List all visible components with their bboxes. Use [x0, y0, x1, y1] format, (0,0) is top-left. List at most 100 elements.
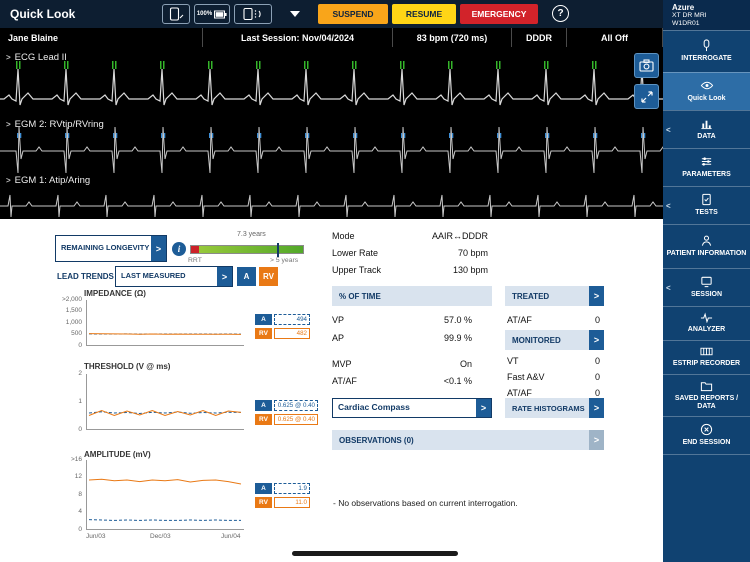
a-chip-label: A	[255, 400, 272, 411]
sidebar-item-parameters[interactable]: PARAMETERS	[663, 148, 750, 186]
sidebar-item-tests[interactable]: < TESTS	[663, 186, 750, 224]
last-measured-label: LAST MEASURED	[121, 271, 186, 281]
sidebar-item-patient-information[interactable]: PATIENT INFORMATION	[663, 224, 750, 268]
y-tick: >2,000	[61, 296, 82, 303]
chevron-right-icon: >	[151, 236, 166, 261]
session-icon	[701, 277, 712, 288]
param-label: Upper Track	[332, 265, 382, 275]
a-chip-label: A	[255, 314, 272, 325]
suspend-button[interactable]: SUSPEND	[318, 4, 388, 24]
sidebar-item-estrip-recorder[interactable]: ESTRIP RECORDER	[663, 340, 750, 374]
sidebar-item-quick-look[interactable]: Quick Look	[663, 72, 750, 110]
amplitude-rv-value: 11.0	[274, 497, 310, 508]
x-tick: Dec/03	[150, 533, 171, 540]
y-tick: 8	[78, 491, 82, 498]
ecg-lead-3-label: > EGM 1: Atip/Aring	[6, 175, 90, 186]
sidebar-item-saved-reports-data[interactable]: SAVED REPORTS / DATA	[663, 374, 750, 416]
param-value: 0	[594, 388, 600, 398]
ecg-panel: > ECG Lead II > EGM 2: RVtip/RVring > EG…	[0, 47, 663, 219]
info-icon[interactable]: i	[172, 242, 186, 256]
param-label: Lower Rate	[332, 248, 379, 258]
cardiac-compass-button[interactable]: Cardiac Compass >	[332, 398, 492, 418]
help-button[interactable]: ?	[552, 5, 569, 22]
emergency-button[interactable]: EMERGENCY	[460, 4, 538, 24]
param-label: AT/AF	[507, 315, 532, 325]
mvp-row: MVP On	[332, 359, 472, 369]
param-label: MVP	[332, 359, 352, 369]
sidebar-item-session[interactable]: < SESSION	[663, 268, 750, 306]
lower-rate-row: Lower Rate 70 bpm	[332, 248, 488, 258]
lead-name: ECG Lead II	[14, 52, 67, 63]
a-chip-label: A	[255, 483, 272, 494]
y-tick: 1	[78, 398, 82, 405]
ataf-time-row: AT/AF <0.1 %	[332, 376, 472, 386]
param-value: AAIR↔DDDR	[431, 231, 488, 241]
chevron-left-icon: <	[666, 283, 671, 292]
detection-status: All Off	[567, 28, 663, 47]
treated-header[interactable]: TREATED >	[505, 286, 604, 306]
lead-trends-title: LEAD TRENDS	[57, 272, 114, 281]
amplitude-chart	[86, 460, 244, 530]
impedance-title: IMPEDANCE (Ω)	[84, 289, 146, 298]
close-circle-icon	[700, 424, 713, 436]
y-tick: 2	[78, 370, 82, 377]
y-tick: 500	[71, 330, 82, 337]
expand-button[interactable]	[634, 84, 659, 109]
chevron-right-icon: >	[6, 120, 11, 129]
rv-channel-toggle[interactable]: RV	[259, 267, 278, 286]
sidebar-item-interrogate[interactable]: INTERROGATE	[663, 30, 750, 72]
chevron-down-icon[interactable]	[290, 11, 300, 17]
monitored-ataf-row: AT/AF 0	[507, 388, 600, 398]
sidebar-item-data[interactable]: < DATA	[663, 110, 750, 148]
monitored-header[interactable]: MONITORED >	[505, 330, 604, 350]
param-value: 99.9 %	[443, 333, 472, 343]
remaining-longevity-button[interactable]: REMAINING LONGEVITY >	[55, 235, 167, 262]
chevron-right-icon: >	[217, 267, 232, 286]
patient-icon	[701, 235, 712, 247]
param-label: VP	[332, 315, 345, 325]
param-value: 70 bpm	[457, 248, 488, 258]
param-value: 0	[594, 372, 600, 382]
param-value: 57.0 %	[443, 315, 472, 325]
chevron-right-icon: >	[589, 330, 604, 350]
rate-histograms-button[interactable]: RATE HISTOGRAMS >	[505, 398, 604, 418]
snapshot-button[interactable]	[634, 53, 659, 78]
treated-ataf-row: AT/AF 0	[507, 315, 600, 325]
section-title: MONITORED	[512, 335, 561, 345]
sidebar-item-end-session[interactable]: END SESSION	[663, 416, 750, 454]
y-tick: 0	[78, 342, 82, 349]
last-session: Last Session: Nov/04/2024	[203, 28, 393, 47]
y-tick: 1,000	[65, 319, 82, 326]
telemetry-head-icon[interactable]	[234, 4, 272, 24]
y-tick: 1,500	[65, 307, 82, 314]
resume-button[interactable]: RESUME	[392, 4, 456, 24]
programmer-tablet-icon[interactable]	[162, 4, 190, 24]
section-title: OBSERVATIONS (0)	[339, 435, 414, 445]
threshold-title: THRESHOLD (V @ ms)	[84, 362, 171, 371]
pacing-mode: DDDR	[512, 28, 567, 47]
observations-header[interactable]: OBSERVATIONS (0) >	[332, 430, 604, 450]
expand-icon	[640, 90, 653, 103]
y-tick: 0	[78, 426, 82, 433]
interrogate-icon	[703, 39, 710, 52]
last-measured-button[interactable]: LAST MEASURED >	[115, 266, 233, 287]
battery-level-text: 100%	[196, 11, 213, 17]
mode-row: Mode AAIR↔DDDR	[332, 231, 488, 241]
data-icon	[701, 121, 712, 130]
chevron-right-icon: >	[6, 53, 11, 62]
home-indicator[interactable]	[292, 551, 458, 556]
threshold-rv-value: 0.625 @ 0.40	[274, 414, 318, 425]
y-tick: 0	[78, 526, 82, 533]
section-title: TREATED	[512, 291, 550, 301]
checklist-icon	[702, 194, 711, 206]
impedance-chart	[86, 300, 244, 346]
sidebar: Azure XT DR MRI W1DR01 INTERROGATE Quick…	[663, 0, 750, 562]
chevron-right-icon: >	[589, 286, 604, 306]
a-channel-toggle[interactable]: A	[237, 267, 256, 286]
threshold-chart	[86, 374, 244, 430]
longevity-gauge	[190, 243, 304, 257]
section-title: RATE HISTOGRAMS	[512, 403, 585, 413]
ecg-lead-1-label: > ECG Lead II	[6, 52, 67, 63]
sidebar-item-analyzer[interactable]: ANALYZER	[663, 306, 750, 340]
main-panel: REMAINING LONGEVITY > i 7.3 years RRT > …	[0, 219, 663, 562]
